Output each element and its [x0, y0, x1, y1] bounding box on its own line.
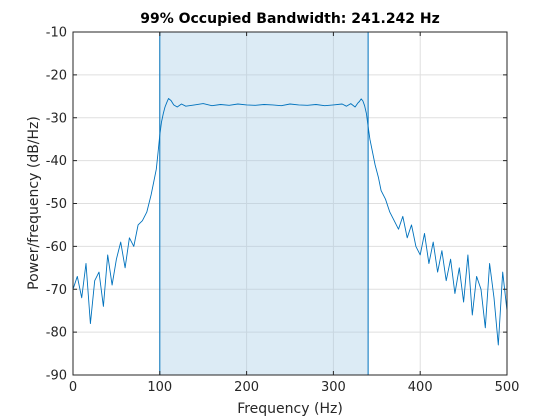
- y-tick-label: -70: [46, 283, 67, 298]
- y-tick-label: -20: [46, 68, 67, 83]
- x-axis-label: Frequency (Hz): [237, 401, 343, 417]
- chart-title: 99% Occupied Bandwidth: 241.242 Hz: [140, 11, 440, 27]
- y-tick-label: -90: [46, 369, 67, 384]
- x-tick-label: 0: [69, 380, 77, 395]
- x-tick-label: 500: [495, 380, 520, 395]
- y-tick-label: -50: [46, 197, 67, 212]
- y-axis-label: Power/frequency (dB/Hz): [26, 116, 42, 290]
- x-tick-label: 100: [147, 380, 172, 395]
- x-tick-label: 200: [234, 380, 259, 395]
- plot-area: 0 100 200 300 400 500 -90 -80 -70 -60 -50 -40 -30 -20…: [46, 26, 520, 396]
- x-tick-label: 400: [408, 380, 433, 395]
- psd-series-line: [72, 98, 508, 346]
- y-tick-label: -40: [46, 154, 67, 169]
- y-tick-label: -80: [46, 326, 67, 341]
- x-tick-label: 300: [321, 380, 346, 395]
- y-tick-label: -30: [46, 111, 67, 126]
- y-tick-label: -10: [46, 26, 67, 41]
- y-tick-label: -60: [46, 240, 67, 255]
